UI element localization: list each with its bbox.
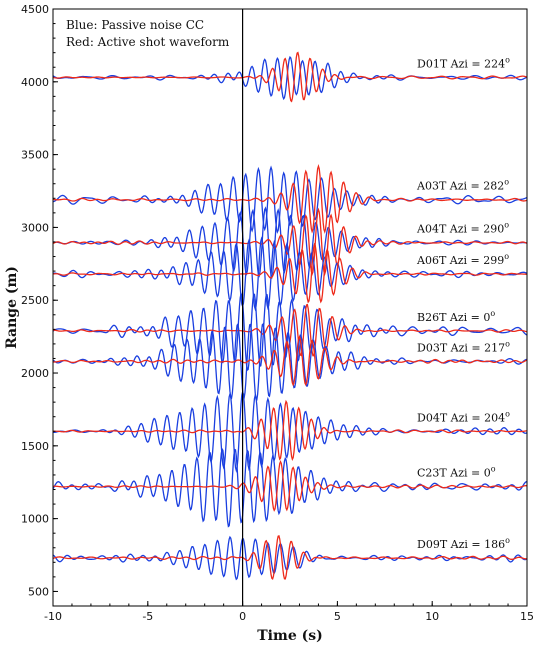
station-label-d09t: D09T Azi = 186o <box>417 536 510 551</box>
passive-trace-a06t <box>53 236 527 312</box>
active-trace-a03t <box>53 163 527 234</box>
active-trace-a04t <box>53 207 527 277</box>
y-axis-title: Range (m) <box>4 266 20 349</box>
y-tick-label: 500 <box>28 585 49 598</box>
x-tick-label: 5 <box>334 610 341 623</box>
station-label-c23t: C23T Azi = 0o <box>417 465 496 480</box>
traces-layer <box>53 51 527 581</box>
y-tick-label: 2000 <box>21 367 49 380</box>
y-tick-label: 3500 <box>21 149 49 162</box>
plot-frame <box>52 8 528 607</box>
passive-trace-c23t <box>53 447 527 528</box>
x-tick-label: 15 <box>520 610 534 623</box>
active-trace-d03t <box>53 335 527 387</box>
active-trace-d01t <box>53 51 527 103</box>
y-tick-label: 2500 <box>21 294 49 307</box>
x-tick-label: 10 <box>425 610 439 623</box>
y-tick-label: 4000 <box>21 76 49 89</box>
station-label-d03t: D03T Azi = 217o <box>417 339 510 354</box>
y-tick-label: 3000 <box>21 221 49 234</box>
legend-passive: Blue: Passive noise CC <box>66 18 204 32</box>
y-tick-label: 1500 <box>21 440 49 453</box>
active-trace-d09t <box>53 534 527 580</box>
station-label-a03t: A03T Azi = 282o <box>416 178 509 193</box>
labels-layer: D01T Azi = 224o A03T Azi = 282o A04T Azi =… <box>4 3 534 644</box>
station-label-a04t: A04T Azi = 290o <box>416 221 509 236</box>
x-tick-label: -5 <box>142 610 153 623</box>
station-label-d01t: D01T Azi = 224o <box>417 55 510 70</box>
y-tick-label: 1000 <box>21 513 49 526</box>
x-tick-label: 0 <box>239 610 246 623</box>
x-axis-title: Time (s) <box>257 628 322 644</box>
active-trace-d04t <box>53 399 527 461</box>
active-trace-c23t <box>53 459 527 512</box>
passive-trace-d03t <box>53 322 527 401</box>
active-trace-a06t <box>53 242 527 304</box>
station-label-d04t: D04T Azi = 204o <box>417 409 510 424</box>
passive-trace-d09t <box>53 535 527 581</box>
passive-trace-d04t <box>53 389 527 473</box>
station-label-b26t: B26T Azi = 0o <box>417 309 495 324</box>
y-tick-label: 4500 <box>21 3 49 16</box>
legend-active: Red: Active shot waveform <box>66 35 230 49</box>
x-tick-label: -10 <box>44 610 62 623</box>
station-label-a06t: A06T Azi = 299o <box>416 252 509 267</box>
axes-layer <box>52 8 528 607</box>
